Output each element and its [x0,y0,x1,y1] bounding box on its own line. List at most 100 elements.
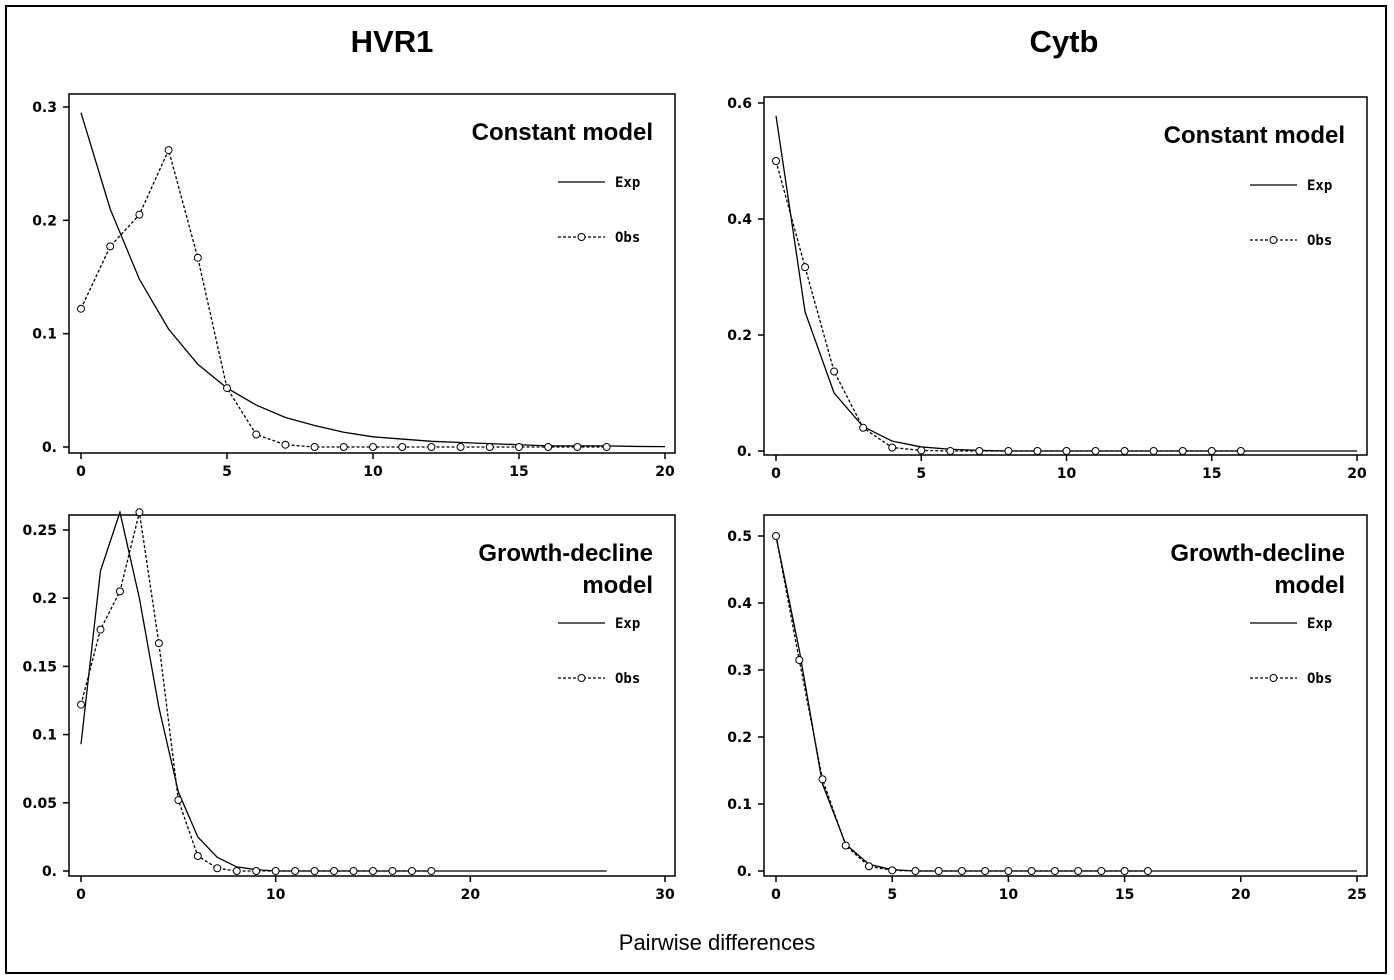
obs-point [830,367,839,376]
obs-point [795,655,804,664]
model-title: Growth-decline [478,540,653,567]
obs-point [310,443,319,451]
model-title: model [582,572,653,599]
obs-point [818,775,827,784]
y-tick-label: 0.15 [22,659,57,675]
y-tick-label: 0.2 [32,591,57,607]
obs-point [1027,867,1036,875]
legend-obs-marker [577,674,586,682]
obs-point [427,867,436,875]
legend-obs-label: Obs [1307,233,1332,249]
obs-point [1207,447,1216,455]
obs-point [934,867,943,875]
legend-exp-label: Exp [1307,616,1332,632]
y-tick-label: 0.2 [727,730,752,746]
obs-point [154,639,163,648]
x-tick-label: 5 [887,887,897,903]
x-tick-label: 15 [1115,887,1134,903]
model-title: model [1274,572,1345,599]
x-tick-label: 0 [76,464,86,480]
series-line-exp [775,115,1357,452]
x-tick-label: 25 [1347,887,1366,903]
y-tick-label: 0.4 [727,212,752,228]
x-tick-label: 0 [76,887,86,903]
y-tick-label: 0. [42,440,57,456]
obs-point [271,867,280,875]
figure-frame [5,5,1387,974]
obs-point [841,841,850,850]
y-tick-label: 0.6 [727,96,752,112]
legend-exp-label: Exp [615,175,640,191]
series-line-obs [775,160,1241,452]
obs-point [1062,447,1071,455]
obs-point [917,446,926,455]
obs-point [291,867,300,875]
series-line-obs [80,148,607,448]
x-tick-label: 15 [1202,466,1221,482]
obs-point [573,443,582,451]
obs-point [407,867,416,875]
model-title: Constant model [1164,122,1345,149]
y-tick-label: 0. [737,864,752,880]
x-tick-label: 0 [771,466,781,482]
obs-point [77,304,85,313]
plot-frame [68,93,676,454]
obs-point [135,210,144,219]
obs-point [772,157,780,165]
y-tick-label: 0.3 [727,663,752,679]
obs-point [772,532,780,540]
y-tick-label: 0.25 [22,523,57,539]
obs-point [456,443,465,451]
obs-point [398,443,407,451]
obs-point [1074,867,1083,875]
y-tick-label: 0.3 [32,100,57,116]
obs-point [330,867,339,875]
obs-point [1004,447,1013,455]
obs-point [981,867,990,875]
obs-point [164,146,173,155]
obs-point [1143,867,1152,875]
obs-point [1178,447,1187,455]
obs-point [957,867,966,875]
obs-point [310,867,319,875]
obs-point [369,443,377,451]
y-tick-label: 0. [42,864,57,880]
obs-point [193,851,202,860]
series-line-exp [775,535,1357,872]
obs-point [888,866,897,875]
legend-obs-marker [577,233,586,241]
obs-point [369,867,377,875]
obs-point [1120,867,1129,875]
y-tick-label: 0.1 [32,728,57,744]
obs-point [801,263,810,272]
obs-point [349,867,358,875]
obs-point [213,864,222,873]
x-tick-label: 5 [916,466,926,482]
obs-point [339,443,348,451]
x-tick-label: 20 [1347,466,1367,482]
obs-point [859,423,868,432]
legend-obs-marker [1269,674,1278,682]
x-tick-label: 10 [1057,466,1077,482]
obs-point [77,700,85,709]
obs-point [193,253,202,262]
column-title-right: Cytb [1029,24,1099,59]
obs-point [1236,447,1245,455]
y-tick-label: 0. [737,444,752,460]
legend-obs-label: Obs [615,230,640,246]
x-tick-label: 10 [363,464,383,480]
x-tick-label: 15 [509,464,528,480]
legend-obs-label: Obs [615,671,640,687]
x-tick-label: 10 [999,887,1019,903]
y-tick-label: 0.05 [22,796,57,812]
x-tick-label: 0 [771,887,781,903]
obs-point [174,796,183,805]
obs-point [1097,867,1106,875]
plot-frame [763,514,1368,877]
y-tick-label: 0.4 [727,596,752,612]
y-tick-label: 0.2 [32,213,57,229]
legend-exp-label: Exp [1307,178,1332,194]
obs-point [602,443,611,451]
obs-point [911,867,920,875]
